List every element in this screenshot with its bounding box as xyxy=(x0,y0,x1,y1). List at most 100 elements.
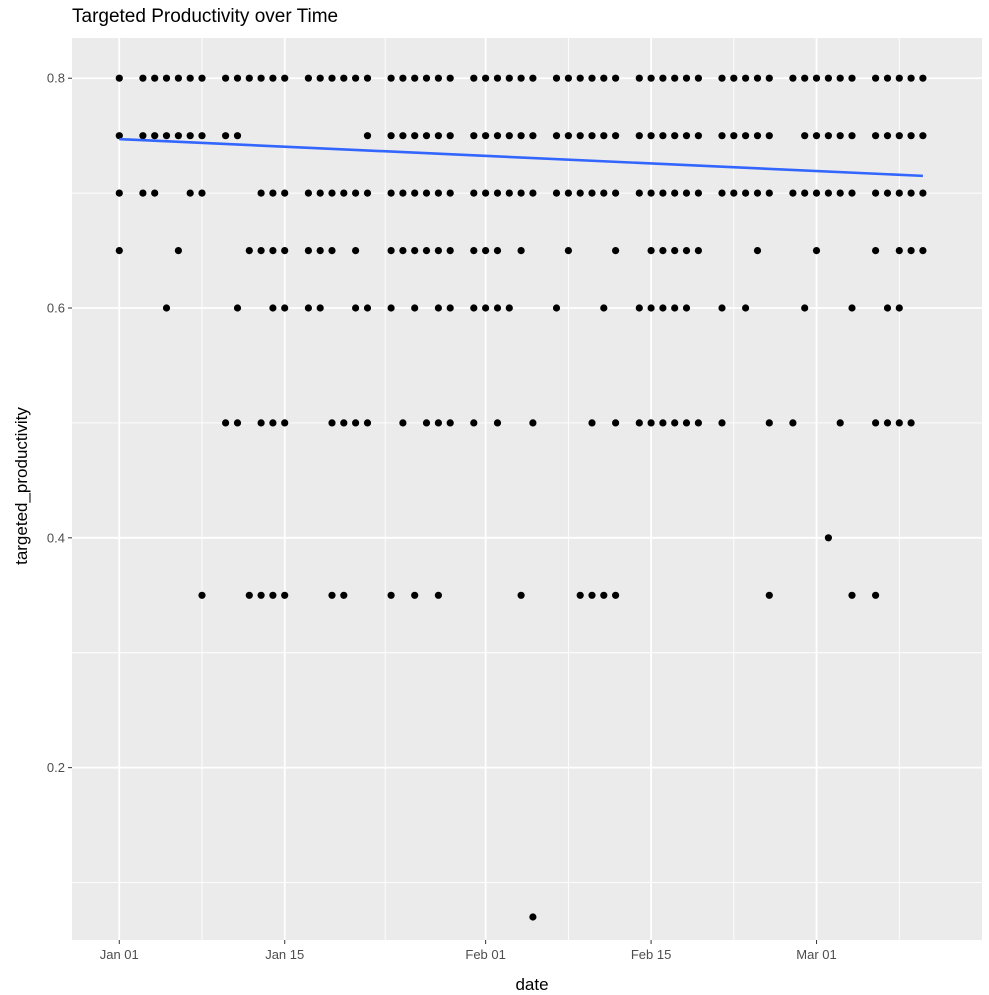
data-point xyxy=(552,132,561,140)
trend-line xyxy=(119,137,923,178)
data-point xyxy=(694,189,703,197)
data-point xyxy=(517,247,525,255)
data-point xyxy=(789,74,797,82)
data-point xyxy=(694,247,703,255)
x-tick-label: Jan 15 xyxy=(265,947,304,962)
data-point xyxy=(162,74,171,82)
data-point xyxy=(872,74,880,82)
trend-line-layer xyxy=(119,137,923,178)
data-point xyxy=(399,419,407,427)
data-point xyxy=(434,189,442,197)
data-point xyxy=(552,74,561,82)
data-point xyxy=(340,419,348,427)
data-point xyxy=(304,189,312,197)
data-point xyxy=(493,304,502,312)
chart-title: Targeted Productivity over Time xyxy=(72,6,338,27)
data-point xyxy=(186,132,194,140)
data-point xyxy=(517,189,525,197)
data-point xyxy=(564,132,573,140)
data-point xyxy=(718,304,726,312)
data-point xyxy=(836,74,844,82)
data-point xyxy=(895,247,903,255)
data-point xyxy=(919,247,927,255)
data-point xyxy=(363,419,372,427)
data-point xyxy=(162,304,171,312)
data-point xyxy=(434,247,442,255)
data-point xyxy=(328,419,336,427)
data-point xyxy=(411,189,419,197)
data-point xyxy=(493,74,502,82)
data-point xyxy=(434,419,442,427)
data-point xyxy=(411,304,419,312)
data-point xyxy=(446,132,454,140)
x-tick-label: Jan 01 xyxy=(100,947,139,962)
data-point xyxy=(115,247,123,255)
data-point xyxy=(517,132,525,140)
data-point xyxy=(824,189,833,197)
data-point xyxy=(848,591,856,599)
data-point xyxy=(139,189,147,197)
data-point xyxy=(352,247,360,255)
data-point xyxy=(718,419,726,427)
data-point xyxy=(281,591,289,599)
data-point xyxy=(422,132,431,140)
data-point xyxy=(872,419,880,427)
x-tick-label: Mar 01 xyxy=(796,947,836,962)
data-point xyxy=(399,74,407,82)
data-point xyxy=(588,591,596,599)
data-point xyxy=(162,132,171,140)
data-point xyxy=(340,591,348,599)
data-point xyxy=(612,419,620,427)
data-point xyxy=(529,419,537,427)
data-point xyxy=(588,74,596,82)
data-point xyxy=(529,913,537,921)
data-point xyxy=(682,132,691,140)
x-axis: Jan 01 Jan 15 Feb 01 Feb 15 Mar 01 xyxy=(100,940,837,962)
data-point xyxy=(269,304,277,312)
data-point xyxy=(730,74,738,82)
data-point xyxy=(671,74,679,82)
data-point xyxy=(647,419,655,427)
data-point xyxy=(257,419,265,427)
data-point xyxy=(919,74,927,82)
data-point xyxy=(434,304,442,312)
data-point xyxy=(564,74,573,82)
data-point xyxy=(552,304,561,312)
data-point xyxy=(352,419,360,427)
data-point xyxy=(812,247,821,255)
data-point xyxy=(493,419,502,427)
data-point xyxy=(694,419,703,427)
data-point xyxy=(222,74,230,82)
data-point xyxy=(801,74,809,82)
y-tick-label: 0.8 xyxy=(47,71,65,86)
data-point xyxy=(422,189,431,197)
data-point xyxy=(517,74,525,82)
data-point xyxy=(316,247,324,255)
data-point xyxy=(257,247,265,255)
data-point xyxy=(352,189,360,197)
data-point xyxy=(470,189,478,197)
data-point xyxy=(907,74,915,82)
data-point xyxy=(529,132,537,140)
data-point xyxy=(801,304,809,312)
data-point xyxy=(801,132,809,140)
data-point xyxy=(635,74,643,82)
data-point xyxy=(304,74,312,82)
data-point xyxy=(907,189,915,197)
data-point xyxy=(883,132,892,140)
data-point xyxy=(848,189,856,197)
data-point xyxy=(600,132,608,140)
data-point xyxy=(233,304,242,312)
data-point xyxy=(671,419,679,427)
data-point xyxy=(600,74,608,82)
data-point xyxy=(612,189,620,197)
data-point xyxy=(612,591,620,599)
data-point xyxy=(895,74,903,82)
data-point xyxy=(647,304,655,312)
data-point xyxy=(765,591,773,599)
data-point xyxy=(659,132,667,140)
data-point xyxy=(139,132,147,140)
data-point xyxy=(387,247,395,255)
data-point xyxy=(919,189,927,197)
data-point xyxy=(659,247,667,255)
